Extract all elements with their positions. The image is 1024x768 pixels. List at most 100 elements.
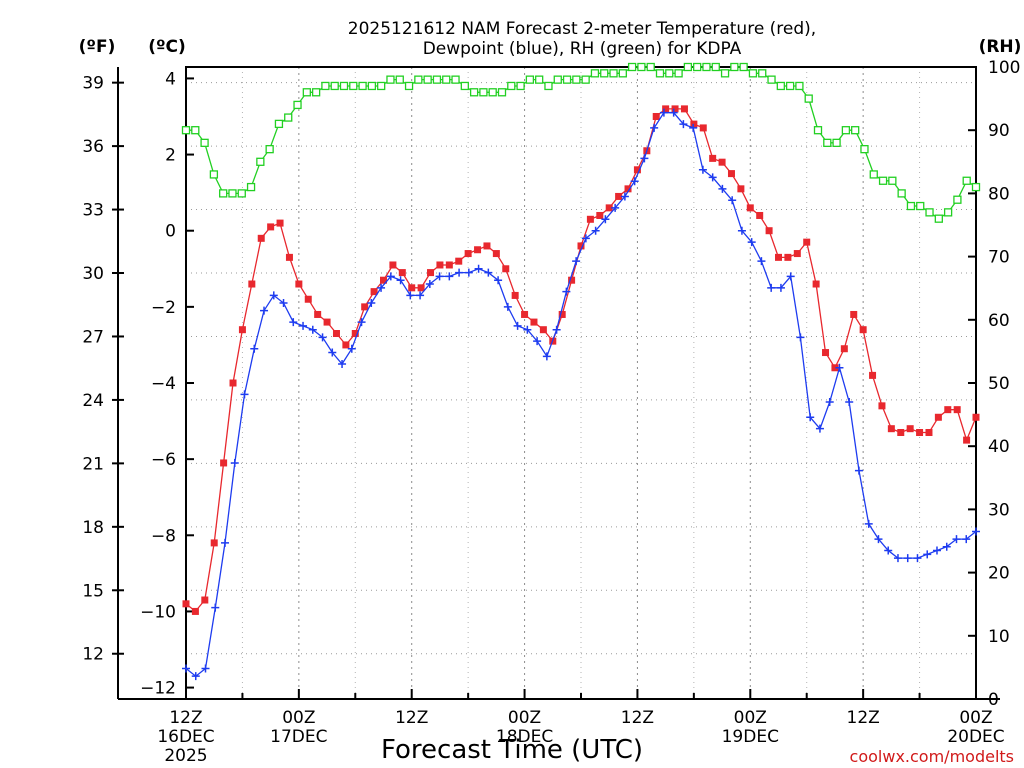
- dewpoint-point: [289, 318, 298, 327]
- temperature-point: [916, 428, 924, 436]
- rh-tick-label: 70: [988, 248, 1010, 268]
- dewpoint-point: [416, 291, 425, 300]
- dewpoint-point: [845, 398, 854, 407]
- rh-point: [302, 88, 311, 97]
- rh-unit-label: (RH): [979, 37, 1022, 57]
- dewpoint-point: [893, 554, 902, 563]
- temperature-point: [257, 234, 265, 242]
- rh-point: [553, 75, 562, 84]
- rh-point: [943, 208, 953, 217]
- temperature-point: [361, 303, 369, 311]
- rh-point: [590, 69, 600, 78]
- rh-point: [219, 189, 228, 198]
- dewpoint-point: [591, 226, 600, 235]
- temperature-point: [671, 105, 679, 113]
- temperature-point: [709, 154, 717, 162]
- rh-point: [888, 176, 897, 185]
- temperature-point: [897, 428, 905, 436]
- dewpoint-point: [318, 333, 327, 342]
- rh-point: [339, 81, 349, 91]
- dewpoint-point: [464, 268, 473, 277]
- fahrenheit-tick-label: 27: [82, 327, 104, 347]
- time-tick-label: 12Z: [395, 708, 428, 728]
- temperature-point: [342, 341, 350, 349]
- dewpoint-point: [211, 603, 220, 612]
- dewpoint-point: [718, 184, 727, 193]
- celsius-tick-label: −4: [151, 374, 176, 394]
- celsius-unit-label: (ºC): [148, 37, 186, 57]
- rh-tick-label: 90: [988, 121, 1010, 141]
- dewpoint-point: [396, 276, 405, 285]
- dewpoint-point: [776, 283, 785, 292]
- dewpoint-point: [650, 123, 659, 132]
- time-tick-label: 12Z: [169, 708, 202, 728]
- fahrenheit-tick-label: 30: [82, 264, 104, 284]
- temperature-point: [869, 371, 877, 379]
- temperature-point: [436, 261, 444, 269]
- rh-point: [191, 126, 200, 135]
- rh-tick-label: 80: [988, 184, 1010, 204]
- dewpoint-point: [455, 268, 464, 277]
- rh-point: [655, 69, 665, 78]
- temperature-point: [596, 211, 604, 219]
- temperature-point: [793, 250, 801, 258]
- celsius-tick-label: −8: [151, 526, 176, 546]
- rh-point: [367, 81, 377, 91]
- rh-point: [823, 138, 832, 147]
- dewpoint-point: [581, 234, 590, 243]
- gridlines: [185, 67, 977, 699]
- rh-point: [953, 195, 962, 204]
- dewpoint-point: [952, 535, 961, 544]
- dewpoint-point: [425, 280, 434, 289]
- dewpoint-point: [835, 363, 844, 372]
- dewpoint-point: [659, 108, 668, 117]
- temperature-point: [624, 185, 632, 193]
- temperature-point: [615, 192, 623, 200]
- temperature-point: [521, 310, 529, 318]
- temperature-point: [351, 330, 359, 338]
- rh-point: [795, 81, 804, 91]
- temperature-point: [803, 238, 811, 246]
- temperature-point: [878, 402, 886, 410]
- dewpoint-point: [611, 203, 620, 212]
- dewpoint-point: [523, 325, 532, 334]
- dewpoint-point: [728, 196, 737, 205]
- celsius-tick-label: −2: [151, 298, 176, 318]
- dewpoint-point: [767, 283, 776, 292]
- rh-point: [358, 81, 367, 91]
- dewpoint-point: [601, 215, 610, 224]
- temperature-point: [332, 330, 340, 338]
- dewpoint-point: [932, 546, 941, 555]
- dewpoint-point: [269, 291, 278, 300]
- rh-point: [600, 69, 609, 78]
- dewpoint-point: [533, 337, 542, 346]
- temperature-point: [238, 326, 246, 334]
- chart-title-line-1: 2025121612 NAM Forecast 2-meter Temperat…: [348, 19, 816, 39]
- temperature-point: [680, 105, 688, 113]
- dewpoint-point: [786, 272, 795, 281]
- dewpoint-point: [377, 283, 386, 292]
- dewpoint-point: [308, 325, 317, 334]
- temperature-point: [427, 269, 435, 277]
- rh-point: [311, 88, 321, 97]
- rh-point: [674, 69, 683, 78]
- rh-point: [916, 201, 925, 211]
- temperature-point: [953, 406, 961, 414]
- rh-point: [246, 182, 256, 192]
- rh-point: [934, 214, 943, 223]
- temperature-point: [285, 253, 293, 261]
- temperature-point: [276, 219, 284, 227]
- temperature-point: [539, 326, 547, 334]
- rh-point: [181, 126, 191, 135]
- temperature-point: [652, 112, 660, 120]
- rh-point: [730, 62, 739, 72]
- rh-point: [683, 62, 693, 72]
- rh-point: [507, 81, 516, 91]
- temperature-point: [304, 295, 312, 303]
- celsius-tick-label: −12: [140, 679, 176, 699]
- rh-point: [237, 189, 246, 198]
- temperature-point: [822, 349, 830, 357]
- dewpoint-point: [572, 257, 581, 266]
- fahrenheit-tick-label: 33: [82, 201, 104, 221]
